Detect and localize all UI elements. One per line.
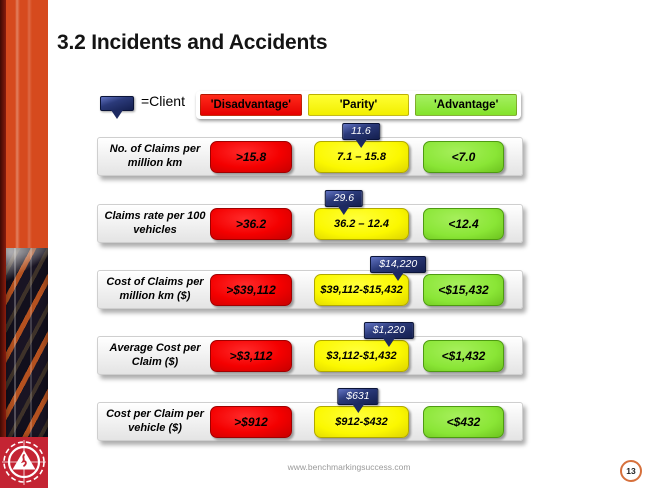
client-legend-label: =Client [141,93,185,109]
benchmark-row-average-cost: Average Cost per Claim ($) >$3,112 $3,11… [97,322,523,375]
sidebar-dark-edge [0,0,6,488]
marker-pointer-icon [337,206,350,215]
marker-pointer-icon [351,404,364,413]
client-value: $631 [337,388,379,405]
client-value: $1,220 [363,322,414,339]
advantage-cell: <$1,432 [423,340,504,372]
advantage-cell: <7.0 [423,141,504,173]
client-value: 11.6 [342,123,380,140]
header-disadvantage: 'Disadvantage' [200,94,302,116]
client-value-marker: 29.6 [324,190,364,215]
row-label: Average Cost per Claim ($) [109,341,201,368]
industrial-structure-photo [6,248,48,438]
disadvantage-cell: >$39,112 [210,274,292,306]
benchmark-row-claims-per-million-km: No. of Claims per million km >15.8 7.1 –… [97,123,523,176]
client-value: $14,220 [370,256,427,273]
client-marker-body [100,96,134,111]
client-value: 29.6 [324,190,364,207]
benchmark-row-cost-per-claim: Cost per Claim per vehicle ($) >$912 $91… [97,388,523,441]
header-advantage: 'Advantage' [415,94,518,116]
marker-pointer-icon [354,139,367,148]
parity-cell: 36.2 – 12.4 [314,208,409,240]
row-label: No. of Claims per million km [109,142,201,169]
parity-cell: $912-$432 [314,406,409,438]
advantage-cell: <12.4 [423,208,504,240]
client-marker-icon [100,96,134,119]
row-label: Cost of Claims per million km ($) [106,275,204,302]
client-value-marker: $1,220 [363,322,414,347]
sidebar-decoration [0,0,48,488]
header-parity: 'Parity' [307,94,410,116]
disadvantage-cell: >$912 [210,406,292,438]
category-header-bar: 'Disadvantage' 'Parity' 'Advantage' [196,91,521,119]
footer-url: www.benchmarkingsuccess.com [287,462,411,472]
page-number-badge: 13 [620,460,642,482]
marker-pointer-icon [382,338,395,347]
client-value-marker: $631 [337,388,379,413]
benchmark-row-claims-rate: Claims rate per 100 vehicles >36.2 36.2 … [97,190,523,243]
client-value-marker: $14,220 [370,256,427,281]
marker-pointer-icon [392,272,405,281]
disadvantage-cell: >36.2 [210,208,292,240]
benchmark-row-cost-of-claims: Cost of Claims per million km ($) >$39,1… [97,256,523,309]
client-marker-pointer-icon [111,110,123,119]
page-title: 3.2 Incidents and Accidents [57,31,328,54]
row-label: Cost per Claim per vehicle ($) [106,407,204,434]
advantage-cell: <$432 [423,406,504,438]
row-label: Claims rate per 100 vehicles [104,209,206,236]
disadvantage-cell: >15.8 [210,141,292,173]
client-value-marker: 11.6 [342,123,380,148]
company-logo-icon [0,437,48,488]
disadvantage-cell: >$3,112 [210,340,292,372]
advantage-cell: <$15,432 [423,274,504,306]
legend-client: =Client [100,93,185,119]
